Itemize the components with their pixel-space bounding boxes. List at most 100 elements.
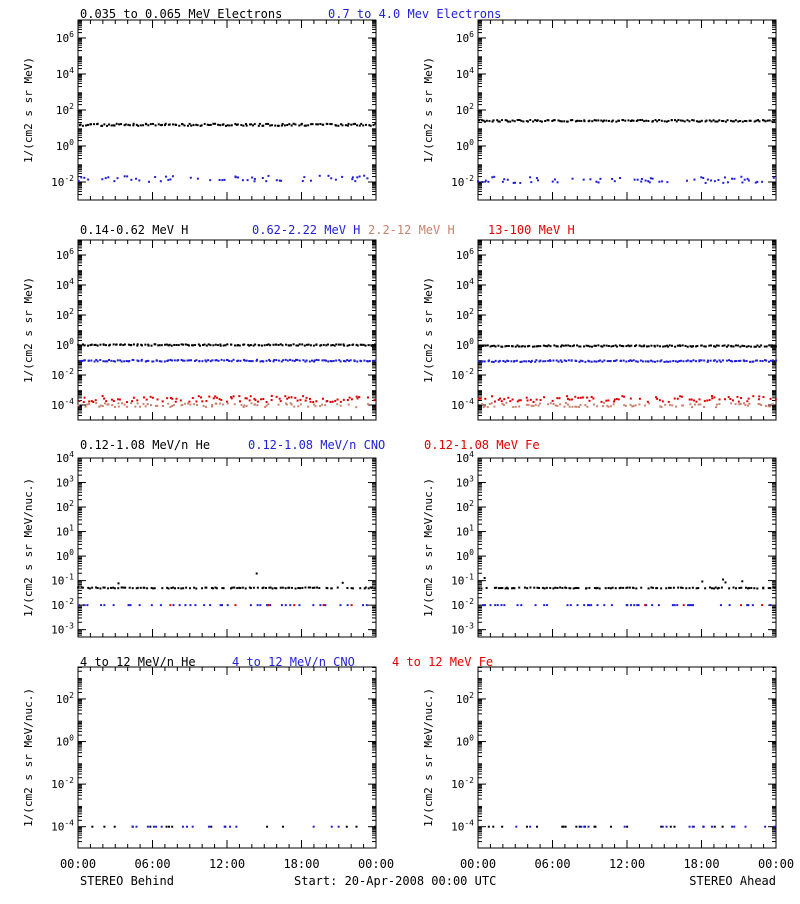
y-tick-label: 104 [456,450,474,465]
data-point [647,360,650,363]
data-point [672,359,675,362]
data-point [506,119,509,122]
data-point [100,604,103,607]
data-point [365,604,368,607]
data-point [205,360,208,363]
data-point [649,359,652,362]
data-point [554,586,557,589]
data-point [506,587,509,590]
data-point [319,405,322,408]
data-point [516,119,519,122]
data-point [194,344,197,347]
data-point [132,359,135,362]
data-point [196,124,199,127]
data-point [746,604,749,607]
y-tick-label: 100 [456,548,474,563]
data-point [651,604,654,607]
data-point [645,345,648,348]
data-point [730,119,733,122]
footer-start-time: Start: 20-Apr-2008 00:00 UTC [294,874,496,888]
data-point [518,345,521,348]
data-point [568,398,571,401]
data-point [199,124,202,127]
data-point [553,344,556,347]
data-point [575,359,578,362]
data-point [151,360,154,363]
data-point [267,403,270,406]
data-point [243,404,246,407]
data-point [673,397,676,400]
data-point [181,123,184,126]
data-point [582,178,585,181]
data-point [281,586,284,589]
data-point [774,398,777,401]
data-point [764,120,767,123]
data-point [734,344,737,347]
data-point [235,825,238,828]
data-point [610,345,613,348]
data-point [146,587,149,590]
data-point [215,359,218,362]
data-point [537,404,540,407]
data-point [668,403,671,406]
data-point [715,344,718,347]
row-title-1-2: 2.2-12 MeV H [368,223,455,237]
data-point [134,405,137,408]
data-point [546,604,549,607]
data-point [692,345,695,348]
data-point [304,399,307,402]
y-tick-label: 106 [56,30,74,45]
data-point [753,120,756,123]
data-point [267,122,270,125]
data-point [660,119,663,122]
data-point [322,123,325,126]
y-tick-label: 10-2 [51,776,74,791]
data-point [749,119,752,122]
data-point [723,398,726,401]
data-point [547,359,550,362]
x-tick-label: 12:00 [209,857,245,871]
data-point [563,120,566,123]
data-point [538,586,541,589]
data-point [643,344,646,347]
data-point [236,587,239,590]
data-point [158,344,161,347]
data-point [230,360,233,363]
data-point [362,604,365,607]
data-point [257,124,260,127]
data-point [661,400,664,403]
data-point [722,119,725,122]
data-point [614,344,617,347]
data-point [586,396,589,399]
data-point [255,359,258,362]
data-point [234,604,237,607]
panel-frame [477,457,777,638]
data-point [682,404,685,407]
data-point [761,360,764,363]
data-point [676,360,679,363]
data-point [268,358,271,361]
data-point [303,344,306,347]
data-point [556,587,559,590]
data-point [233,586,236,589]
data-point [771,403,774,406]
data-point [78,399,81,402]
data-point [562,825,565,828]
data-point [731,825,734,828]
data-point [219,402,222,405]
data-point [246,179,249,182]
data-point [483,405,486,408]
data-point [205,405,208,408]
data-point [178,604,181,607]
data-point [660,825,663,828]
data-point [633,178,636,181]
data-point [332,359,335,362]
data-point [507,344,510,347]
data-point [575,825,578,828]
data-point [296,399,299,402]
data-point [731,399,734,402]
data-point [315,358,318,361]
data-point [241,179,244,182]
y-axis-label: 1/(cm2 s sr MeV/nuc.) [422,478,435,617]
data-point [507,396,510,399]
